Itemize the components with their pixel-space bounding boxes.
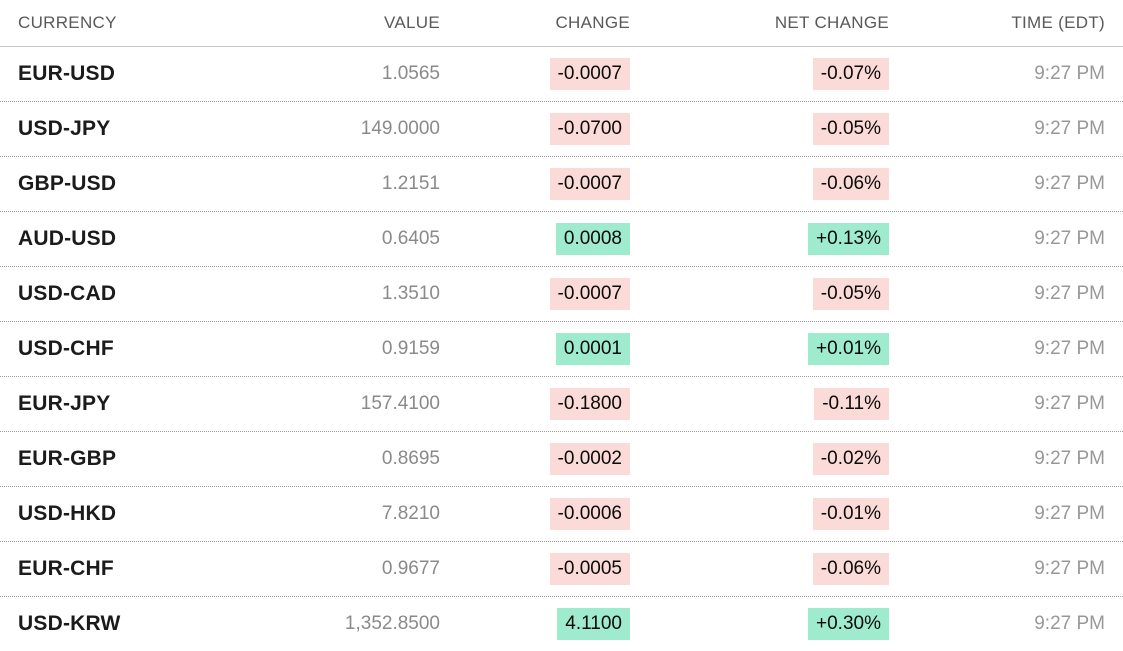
change-cell: 4.1100 [440, 608, 630, 640]
value-cell: 7.8210 [381, 503, 440, 524]
net-change-cell: -0.01% [630, 498, 889, 530]
value-cell: 149.0000 [360, 118, 440, 139]
change-cell: -0.0007 [440, 168, 630, 200]
net-change-badge: +0.01% [808, 333, 889, 365]
value-cell: 1.0565 [381, 63, 440, 84]
change-badge: -0.0002 [549, 443, 630, 475]
time-cell: 9:27 PM [1034, 338, 1105, 359]
table-row[interactable]: USD-KRW 1,352.8500 4.1100 +0.30% 9:27 PM [0, 597, 1123, 651]
table-row[interactable]: USD-CAD 1.3510 -0.0007 -0.05% 9:27 PM [0, 267, 1123, 322]
net-change-badge: -0.06% [812, 553, 889, 585]
value-cell: 157.4100 [360, 393, 440, 414]
table-row[interactable]: USD-JPY 149.0000 -0.0700 -0.05% 9:27 PM [0, 102, 1123, 157]
net-change-badge: -0.05% [812, 113, 889, 145]
change-badge: -0.0007 [549, 168, 630, 200]
net-change-badge: -0.02% [812, 443, 889, 475]
column-header-change: CHANGE [555, 13, 630, 32]
value-cell: 0.9159 [381, 338, 440, 359]
net-change-badge: +0.13% [808, 223, 889, 255]
currency-pair-link[interactable]: EUR-CHF [18, 557, 114, 580]
net-change-cell: -0.02% [630, 443, 889, 475]
net-change-cell: -0.05% [630, 278, 889, 310]
value-cell: 1.2151 [381, 173, 440, 194]
net-change-cell: -0.11% [630, 388, 889, 420]
change-badge: -0.0007 [549, 58, 630, 90]
net-change-cell: -0.05% [630, 113, 889, 145]
currency-pair-link[interactable]: GBP-USD [18, 172, 117, 195]
time-cell: 9:27 PM [1034, 228, 1105, 249]
net-change-badge: -0.06% [812, 168, 889, 200]
table-header-row: CURRENCY VALUE CHANGE NET CHANGE TIME (E… [0, 0, 1123, 47]
change-cell: -0.0005 [440, 553, 630, 585]
table-row[interactable]: EUR-JPY 157.4100 -0.1800 -0.11% 9:27 PM [0, 377, 1123, 432]
table-row[interactable]: EUR-USD 1.0565 -0.0007 -0.07% 9:27 PM [0, 47, 1123, 102]
value-cell: 1.3510 [381, 283, 440, 304]
time-cell: 9:27 PM [1034, 393, 1105, 414]
net-change-cell: -0.06% [630, 168, 889, 200]
time-cell: 9:27 PM [1034, 173, 1105, 194]
time-cell: 9:27 PM [1034, 558, 1105, 579]
change-cell: 0.0001 [440, 333, 630, 365]
change-badge: 0.0008 [555, 223, 630, 255]
net-change-cell: +0.13% [630, 223, 889, 255]
change-cell: -0.0007 [440, 278, 630, 310]
time-cell: 9:27 PM [1034, 283, 1105, 304]
time-cell: 9:27 PM [1034, 503, 1105, 524]
currency-pair-link[interactable]: USD-CAD [18, 282, 117, 305]
value-cell: 0.9677 [381, 558, 440, 579]
time-cell: 9:27 PM [1034, 118, 1105, 139]
value-cell: 1,352.8500 [344, 613, 440, 634]
change-badge: -0.0007 [549, 278, 630, 310]
currency-pair-link[interactable]: USD-CHF [18, 337, 114, 360]
net-change-cell: -0.06% [630, 553, 889, 585]
table-row[interactable]: USD-HKD 7.8210 -0.0006 -0.01% 9:27 PM [0, 487, 1123, 542]
net-change-badge: -0.11% [814, 388, 889, 420]
currency-pair-link[interactable]: USD-HKD [18, 502, 117, 525]
net-change-cell: -0.07% [630, 58, 889, 90]
time-cell: 9:27 PM [1034, 448, 1105, 469]
table-row[interactable]: EUR-CHF 0.9677 -0.0005 -0.06% 9:27 PM [0, 542, 1123, 597]
change-cell: -0.1800 [440, 388, 630, 420]
currency-pair-link[interactable]: AUD-USD [18, 227, 117, 250]
currency-pair-link[interactable]: EUR-GBP [18, 447, 117, 470]
change-badge: -0.0006 [549, 498, 630, 530]
change-cell: 0.0008 [440, 223, 630, 255]
change-badge: -0.1800 [549, 388, 630, 420]
table-row[interactable]: GBP-USD 1.2151 -0.0007 -0.06% 9:27 PM [0, 157, 1123, 212]
value-cell: 0.6405 [381, 228, 440, 249]
currency-pair-link[interactable]: EUR-USD [18, 62, 116, 85]
change-cell: -0.0007 [440, 58, 630, 90]
change-badge: 0.0001 [555, 333, 630, 365]
value-cell: 0.8695 [381, 448, 440, 469]
net-change-badge: -0.01% [812, 498, 889, 530]
change-cell: -0.0002 [440, 443, 630, 475]
column-header-time: TIME (EDT) [1011, 13, 1105, 32]
time-cell: 9:27 PM [1034, 613, 1105, 634]
change-badge: -0.0005 [549, 553, 630, 585]
currency-pair-link[interactable]: EUR-JPY [18, 392, 111, 415]
table-row[interactable]: AUD-USD 0.6405 0.0008 +0.13% 9:27 PM [0, 212, 1123, 267]
net-change-badge: +0.30% [808, 608, 889, 640]
table-row[interactable]: USD-CHF 0.9159 0.0001 +0.01% 9:27 PM [0, 322, 1123, 377]
net-change-cell: +0.30% [630, 608, 889, 640]
column-header-net-change: NET CHANGE [774, 13, 889, 32]
net-change-cell: +0.01% [630, 333, 889, 365]
table-body: EUR-USD 1.0565 -0.0007 -0.07% 9:27 PM US… [0, 47, 1123, 651]
currency-pair-link[interactable]: USD-KRW [18, 612, 121, 635]
change-badge: -0.0700 [549, 113, 630, 145]
table-row[interactable]: EUR-GBP 0.8695 -0.0002 -0.02% 9:27 PM [0, 432, 1123, 487]
time-cell: 9:27 PM [1034, 63, 1105, 84]
change-badge: 4.1100 [557, 608, 630, 640]
change-cell: -0.0006 [440, 498, 630, 530]
net-change-badge: -0.05% [812, 278, 889, 310]
currency-pair-link[interactable]: USD-JPY [18, 117, 111, 140]
column-header-currency: CURRENCY [18, 13, 117, 32]
column-header-value: VALUE [384, 13, 440, 32]
net-change-badge: -0.07% [812, 58, 889, 90]
change-cell: -0.0700 [440, 113, 630, 145]
